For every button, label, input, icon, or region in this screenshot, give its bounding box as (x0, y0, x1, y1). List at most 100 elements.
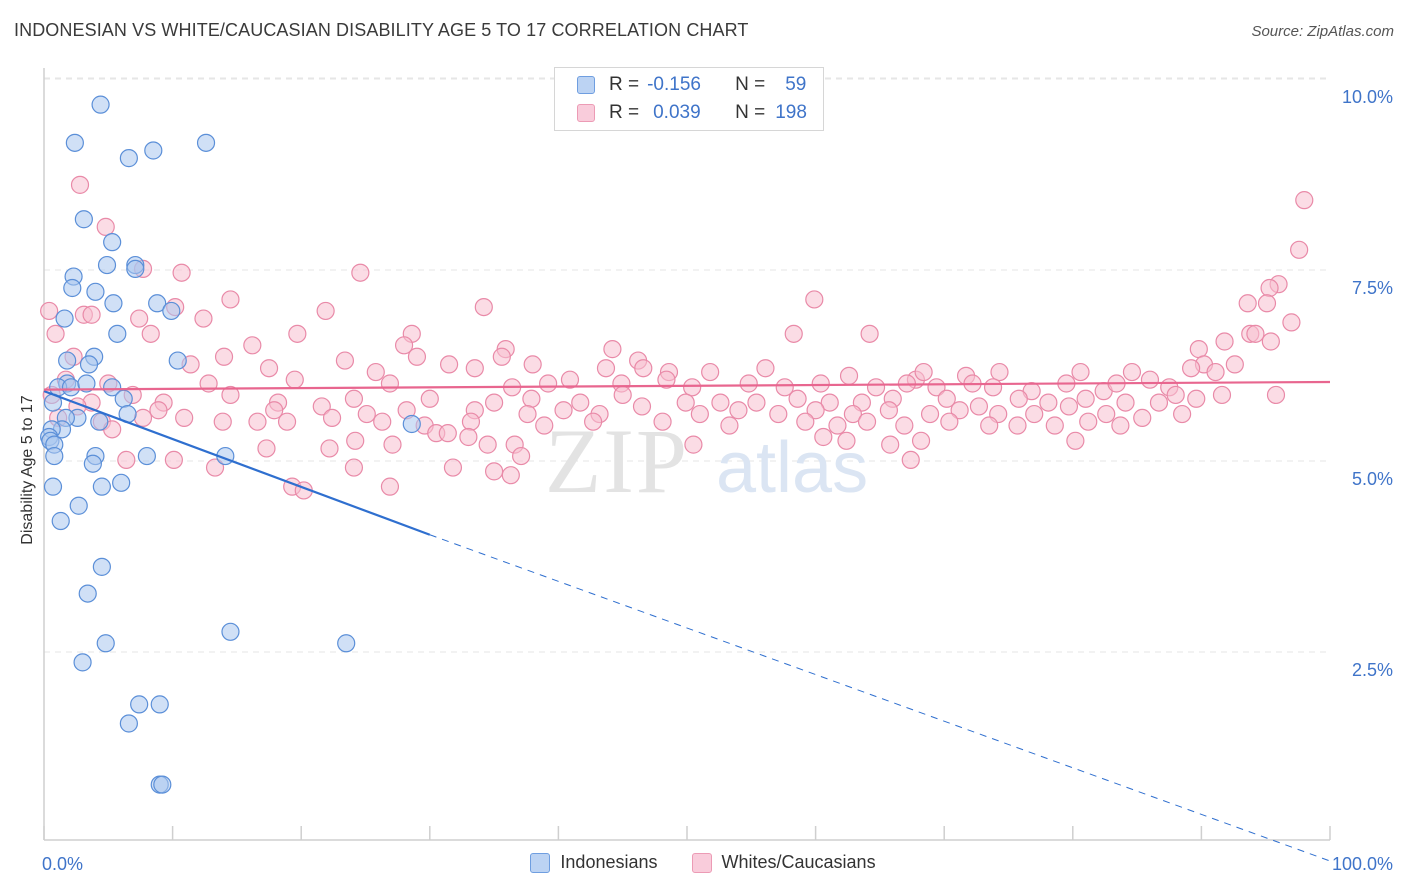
legend-item-whites: Whites/Caucasians (691, 852, 876, 873)
pink-point-1 (1295, 191, 1314, 210)
pink-point-111 (937, 389, 956, 408)
pink-point-28 (1246, 324, 1265, 343)
pink-point-91 (1266, 385, 1286, 405)
pink-point-52 (596, 359, 616, 378)
blue-point-46 (92, 477, 111, 496)
pink-point-75 (683, 378, 702, 397)
pink-point-175 (383, 435, 402, 454)
pink-point-41 (335, 351, 355, 370)
pink-point-106 (747, 393, 766, 412)
pink-point-138 (950, 401, 969, 420)
pink-point-160 (796, 412, 815, 431)
blue-point-20 (79, 355, 99, 374)
pink-point-15 (40, 301, 59, 321)
pink-point-18 (82, 305, 101, 324)
pink-point-179 (837, 431, 856, 450)
pink-point-3 (1290, 240, 1309, 259)
blue-point-9 (126, 259, 145, 278)
pink-point-180 (881, 435, 900, 454)
pink-point-121 (149, 401, 168, 420)
blue-point-32 (90, 412, 109, 431)
tick-labels: 2.5% 5.0% 7.5% 10.0% 0.0% 100.0% (42, 87, 1393, 874)
pink-point-108 (820, 393, 839, 412)
pink-point-156 (535, 416, 554, 435)
legend-item-indonesians: Indonesians (530, 852, 658, 873)
pink-point-188 (164, 450, 183, 469)
blue-point-49 (92, 557, 111, 576)
blue-point-25 (77, 374, 96, 393)
blue-point-59 (153, 775, 172, 794)
pink-point-128 (554, 401, 573, 420)
pink-point-105 (711, 393, 730, 412)
pink-point-81 (927, 378, 946, 397)
pink-point-187 (512, 446, 531, 466)
pink-point-33 (243, 336, 262, 355)
pink-point-26 (860, 324, 879, 343)
pink-point-104 (676, 393, 695, 412)
blue-trend-line (43, 390, 431, 536)
pink-point-148 (175, 408, 194, 427)
blue-point-8 (97, 255, 117, 275)
blue-point-1 (65, 133, 84, 152)
pink-point-102 (571, 393, 590, 412)
pink-point-157 (584, 412, 603, 431)
pink-point-76 (739, 374, 758, 393)
pink-point-22 (46, 324, 65, 343)
pink-point-38 (214, 347, 234, 366)
blue-point-0 (91, 95, 110, 114)
trend-lines (43, 380, 1331, 862)
legend-swatch-blue (577, 76, 595, 94)
pink-point-114 (1039, 393, 1058, 412)
pink-point-54 (701, 362, 720, 382)
blue-point-43 (83, 454, 102, 473)
pink-point-29 (141, 324, 160, 343)
pink-point-79 (866, 378, 886, 397)
blue-point-54 (73, 653, 92, 672)
pink-point-174 (346, 431, 365, 450)
pink-point-44 (634, 359, 653, 378)
pink-point-107 (788, 389, 807, 408)
blue-point-11 (63, 278, 82, 298)
blue-point-17 (108, 324, 127, 343)
pink-point-5 (172, 263, 191, 282)
blue-point-12 (86, 282, 105, 301)
x-tick-label-1: 100.0% (1332, 854, 1393, 874)
blue-point-16 (55, 309, 74, 328)
pink-point-167 (1045, 416, 1064, 435)
pink-point-2 (96, 217, 115, 236)
legend-pink-r-label: R = (609, 102, 640, 123)
blue-point-47 (69, 496, 88, 515)
pink-point-177 (684, 435, 703, 454)
pink-trend-line (43, 380, 1331, 391)
pink-point-147 (133, 408, 153, 427)
y-tick-label-0: 2.5% (1352, 660, 1393, 680)
legend-swatch-pink (577, 104, 595, 122)
pink-point-144 (1173, 404, 1192, 424)
pink-point-61 (1071, 362, 1090, 382)
pink-point-49 (259, 359, 279, 378)
pink-point-153 (373, 412, 392, 431)
blue-point-21 (168, 351, 187, 370)
pink-point-69 (380, 374, 400, 393)
pink-point-35 (603, 340, 622, 359)
pink-point-72 (560, 370, 580, 389)
blue-point-33 (402, 414, 421, 434)
blue-point-55 (130, 695, 149, 714)
blue-point-14 (148, 294, 167, 313)
pink-point-127 (518, 404, 537, 424)
pink-point-143 (1133, 408, 1152, 427)
pink-point-132 (729, 401, 748, 420)
pink-point-181 (911, 431, 931, 450)
pink-point-31 (1215, 332, 1234, 351)
blue-point-2 (196, 133, 216, 152)
pink-point-172 (438, 424, 457, 443)
pink-point-130 (632, 397, 652, 416)
pink-point-63 (1182, 359, 1201, 378)
pink-point-16 (316, 301, 335, 321)
pink-point-19 (194, 309, 213, 328)
pink-point-142 (1097, 404, 1116, 424)
pink-point-113 (1009, 389, 1028, 408)
pink-point-8 (1260, 278, 1279, 298)
pink-point-151 (277, 412, 297, 431)
